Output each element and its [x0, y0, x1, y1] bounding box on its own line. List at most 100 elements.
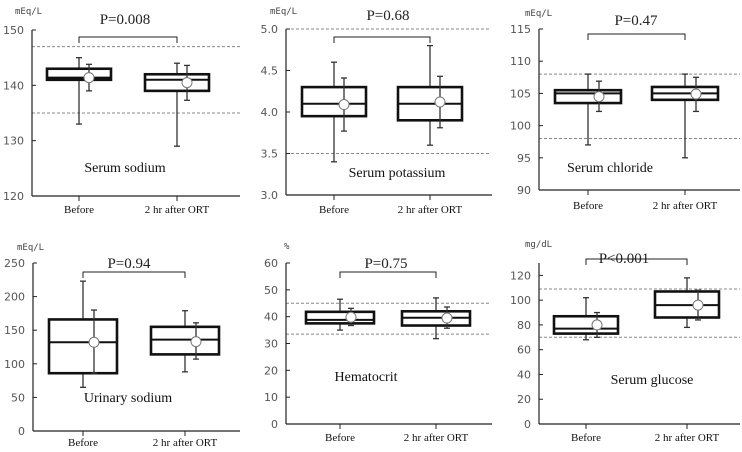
mean-marker — [692, 299, 704, 311]
y-tick-label: 120 — [3, 190, 24, 203]
y-tick-label: 100 — [510, 294, 531, 307]
box-after: 2 hr after ORT — [396, 44, 464, 216]
x-tick-label: Before — [325, 432, 355, 444]
iqr-box — [553, 88, 623, 105]
box-after: 2 hr after ORT — [149, 310, 221, 449]
p-value: P=0.68 — [366, 8, 409, 24]
y-tick-label: 80 — [517, 319, 531, 332]
mean-marker — [690, 88, 702, 100]
x-tick-label: Before — [573, 200, 603, 212]
panel-serum-potassium: 3.0 3.5 4.0 4.5 5.0 mEq/L P=0.68 Serum potassiu… — [261, 7, 492, 216]
significance-bracket — [78, 36, 178, 43]
y-tick-label: 200 — [4, 291, 25, 304]
panel-title: Hematocrit — [335, 370, 398, 385]
y-tick-label: 115 — [510, 23, 531, 36]
panel-title: Serum potassium — [349, 166, 446, 181]
panel-serum-chloride: 90 95 100 105 110 115 mEq/L P=0.47 Serum chlorid… — [510, 9, 740, 212]
x-tick-label: 2 hr after ORT — [653, 200, 718, 212]
box-after: 2 hr after ORT — [650, 73, 720, 212]
significance-bracket — [333, 36, 431, 43]
y-unit-label: mEq/L — [17, 243, 44, 253]
y-tick-label: 30 — [264, 338, 278, 351]
y-tick-label: 130 — [3, 135, 24, 148]
box-before: Before — [300, 61, 368, 216]
y-tick-label: 105 — [510, 87, 531, 100]
mean-marker — [88, 336, 100, 348]
y-tick-label: 3.5 — [261, 148, 279, 161]
y-tick-label: 60 — [517, 344, 531, 357]
y-tick-label: 50 — [11, 391, 25, 404]
mean-marker — [434, 96, 446, 108]
x-tick-label: 2 hr after ORT — [655, 432, 720, 444]
mean-marker — [441, 312, 453, 324]
mean-marker — [190, 336, 202, 348]
p-value: P=0.75 — [364, 256, 407, 272]
panel-serum-sodium: 120 130 140 150 mEq/L P=0.008 Serum sodium Befo… — [3, 7, 240, 216]
y-tick-label: 3.0 — [261, 189, 279, 202]
iqr-box — [552, 314, 620, 335]
y-tick-label: 90 — [517, 184, 531, 197]
x-tick-label: Before — [571, 432, 601, 444]
y-tick-label: 40 — [517, 368, 531, 381]
y-tick-label: 10 — [264, 391, 278, 404]
significance-bracket — [82, 271, 186, 278]
y-tick-label: 0 — [18, 425, 25, 438]
mean-marker — [593, 91, 605, 103]
panel-serum-glucose: 0 20 40 60 80 100 120 mg/dL P<0.001 Serum glucose… — [510, 240, 740, 444]
box-before: Before — [553, 73, 623, 212]
y-tick-label: 100 — [510, 120, 531, 133]
panel-urinary-sodium: 0 50 100 150 200 250 mEq/L P=0.94 Urinary sodium… — [4, 243, 240, 449]
iqr-box — [300, 85, 368, 118]
p-value: P=0.008 — [100, 12, 151, 28]
y-unit-label: % — [284, 242, 290, 252]
y-tick-label: 150 — [4, 324, 25, 337]
y-tick-label: 120 — [510, 269, 531, 282]
x-tick-label: Before — [68, 437, 98, 449]
iqr-box — [143, 72, 211, 93]
box-after: 2 hr after ORT — [653, 277, 721, 444]
y-tick-label: 4.5 — [261, 65, 279, 78]
mean-marker — [83, 72, 95, 84]
x-tick-label: Before — [64, 204, 94, 216]
iqr-box — [47, 318, 119, 375]
x-tick-label: Before — [319, 204, 349, 216]
mean-marker — [591, 319, 603, 331]
y-tick-label: 20 — [264, 364, 278, 377]
significance-bracket — [339, 271, 437, 278]
p-value: P=0.47 — [614, 13, 658, 29]
y-tick-label: 0 — [524, 418, 531, 431]
x-tick-label: 2 hr after ORT — [145, 204, 210, 216]
y-tick-label: 0 — [271, 418, 278, 431]
y-tick-label: 5.0 — [261, 23, 279, 36]
y-tick-label: 40 — [264, 311, 278, 324]
panel-hematocrit: 0 10 20 30 40 50 60% P=0.75 Hematocrit Before 2 hr… — [264, 242, 492, 444]
y-unit-label: mg/dL — [525, 240, 552, 250]
mean-marker — [181, 77, 193, 89]
y-tick-label: 95 — [517, 152, 531, 165]
p-value: P<0.001 — [599, 251, 650, 267]
panel-title: Serum chloride — [567, 161, 653, 176]
x-tick-label: 2 hr after ORT — [398, 204, 463, 216]
box-before: Before — [45, 57, 113, 216]
y-tick-label: 50 — [264, 284, 278, 297]
y-tick-label: 250 — [4, 257, 25, 270]
y-unit-label: mEq/L — [15, 7, 42, 17]
y-tick-label: 100 — [4, 358, 25, 371]
panel-title: Serum glucose — [611, 373, 694, 388]
box-before: Before — [552, 297, 620, 444]
panel-title: Serum sodium — [84, 161, 165, 176]
p-value: P=0.94 — [107, 256, 151, 272]
y-tick-label: 150 — [3, 24, 24, 37]
y-tick-label: 60 — [264, 257, 278, 270]
box-after: 2 hr after ORT — [143, 62, 211, 216]
mean-marker — [345, 311, 357, 323]
iqr-box — [45, 67, 113, 82]
panel-title: Urinary sodium — [84, 391, 172, 406]
box-after: 2 hr after ORT — [400, 297, 472, 444]
iqr-box — [304, 310, 376, 325]
y-tick-label: 4.0 — [261, 106, 279, 119]
box-before: Before — [47, 280, 119, 449]
y-tick-label: 110 — [510, 55, 531, 68]
